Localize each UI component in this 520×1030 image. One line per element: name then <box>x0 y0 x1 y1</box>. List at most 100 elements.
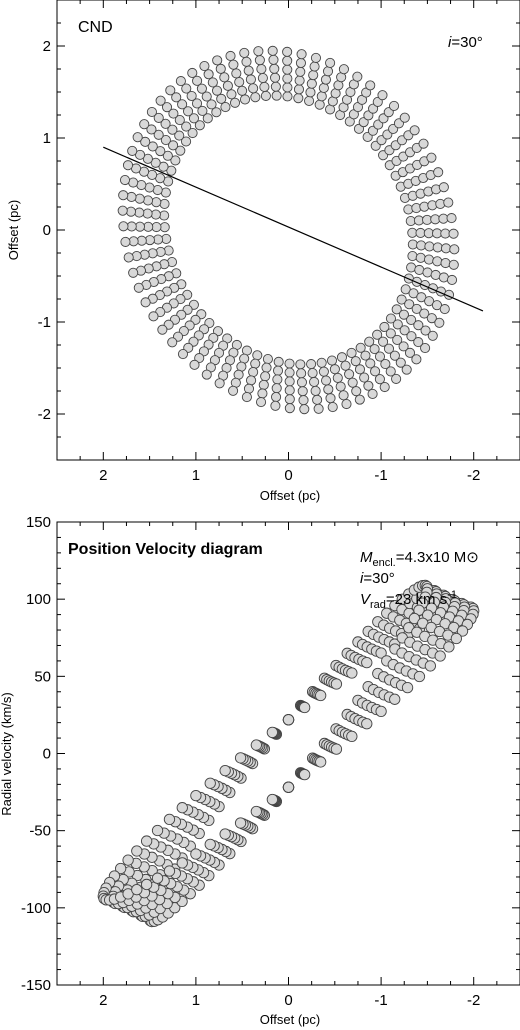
ring-point <box>220 101 231 113</box>
ring-point <box>305 87 316 98</box>
pv-point <box>266 726 279 738</box>
ring-point <box>246 375 257 386</box>
ring-point <box>181 121 192 132</box>
ring-point <box>391 304 402 315</box>
ring-point <box>282 73 293 84</box>
y-axis-top: -2 -1 0 1 2 <box>38 0 520 461</box>
x-tick-label: 2 <box>99 992 107 1009</box>
ring-point <box>181 136 192 147</box>
inclination-annotation-top: i=30° <box>448 34 483 51</box>
ring-point <box>159 198 170 209</box>
ring-point <box>259 81 270 93</box>
ring-point <box>351 386 362 397</box>
pv-point <box>375 647 387 659</box>
ring-point <box>282 46 293 57</box>
ring-point <box>400 284 411 295</box>
x-tick-label: -1 <box>374 992 387 1009</box>
ring-point <box>186 90 197 102</box>
ring-point <box>254 55 265 66</box>
ring-point <box>406 314 417 325</box>
ring-point <box>142 153 153 164</box>
pv-point <box>266 793 279 806</box>
ring-point <box>222 80 233 91</box>
ring-point <box>448 228 459 239</box>
ring-point <box>398 309 409 320</box>
ring-point <box>354 394 365 405</box>
ring-point <box>146 106 157 118</box>
pv-point <box>234 752 247 764</box>
ring-point <box>296 49 307 60</box>
ring-point <box>196 83 207 94</box>
ring-point <box>123 252 134 263</box>
ring-point <box>270 400 281 411</box>
pv-point <box>361 657 373 669</box>
ring-point <box>401 364 412 375</box>
ring-point <box>122 160 134 171</box>
vrad-annotation: Vrad=23 km s-1 <box>360 589 457 611</box>
ring-point <box>332 372 343 383</box>
ring-point <box>271 383 282 394</box>
ring-point <box>272 374 283 385</box>
ring-point <box>432 242 443 253</box>
ring-point <box>418 138 429 149</box>
y-tick-label: -150 <box>21 977 51 994</box>
ring-point <box>296 377 307 388</box>
ring-point <box>433 167 444 178</box>
ring-point <box>377 90 388 101</box>
ring-point <box>188 113 199 124</box>
ring-point <box>142 208 153 219</box>
ring-point <box>391 373 402 384</box>
ring-point <box>248 366 259 378</box>
ring-point <box>258 379 269 390</box>
ring-point <box>228 385 239 396</box>
ring-point <box>399 325 410 336</box>
ring-point <box>158 161 169 172</box>
x-axis-bottom: 2 1 0 -1 -2 <box>56 522 520 1009</box>
ring-point <box>234 77 245 88</box>
ring-point <box>229 97 241 108</box>
panel-label-cnd: CND <box>78 19 113 36</box>
pv-point <box>375 705 387 718</box>
ring-point <box>260 90 271 101</box>
pv-point <box>330 743 343 755</box>
ring-point <box>134 207 145 218</box>
ring-point <box>312 394 323 405</box>
ring-point <box>160 118 171 129</box>
ring-point <box>250 358 261 369</box>
ring-point <box>416 240 427 251</box>
ring-point <box>329 364 340 375</box>
ring-point <box>139 119 150 130</box>
ring-point <box>385 366 396 377</box>
ring-point <box>182 106 194 117</box>
y-tick-label: 0 <box>43 222 51 239</box>
ring-point <box>294 75 305 86</box>
ring-point <box>282 55 293 66</box>
pv-point <box>315 756 327 768</box>
ring-point <box>167 124 178 135</box>
ring-point <box>372 329 383 340</box>
ring-point <box>378 336 389 347</box>
ring-point <box>212 55 223 66</box>
y-axis-title-bottom: Radial velocity (km/s) <box>0 692 14 816</box>
ring-point <box>125 206 137 217</box>
y-tick-label: -100 <box>21 900 51 917</box>
ring-point <box>270 81 281 92</box>
ring-point <box>440 243 452 254</box>
ring-point <box>239 94 251 105</box>
pv-point <box>298 701 311 714</box>
ring-point <box>369 344 380 355</box>
ring-point <box>171 92 182 103</box>
ring-point <box>128 267 139 278</box>
x-axis-top: 2 1 0 -1 -2 <box>56 0 520 484</box>
ring-point <box>411 303 422 314</box>
pv-point <box>219 764 231 777</box>
ring-points <box>117 45 460 415</box>
ring-point <box>194 120 205 131</box>
pv-point <box>140 835 153 847</box>
pv-point <box>346 667 358 679</box>
ring-point <box>207 77 218 88</box>
ring-point <box>267 45 278 56</box>
ring-point <box>197 105 208 116</box>
pv-point <box>115 862 127 875</box>
pv-point <box>361 718 373 730</box>
